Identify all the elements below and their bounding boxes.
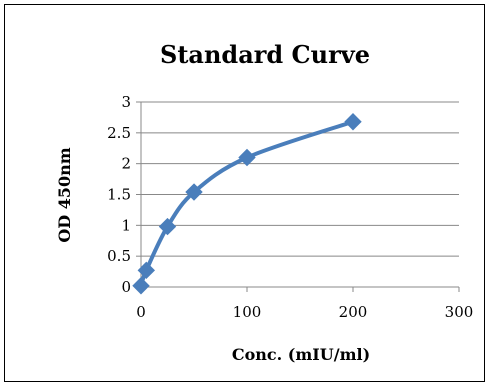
data-series — [132, 113, 362, 295]
chart-frame: Standard Curve 0 0.5 1 1.5 2 2.5 3 0 100 200 300 … — [4, 4, 485, 382]
y-axis-title: OD 450nm — [55, 147, 74, 242]
data-point-marker — [344, 113, 362, 131]
y-tick-label: 2 — [121, 155, 131, 173]
y-tick-label: 3 — [121, 93, 131, 111]
y-tick-label: 1.5 — [107, 186, 131, 204]
data-point-marker — [158, 217, 177, 236]
y-tick-label: 2.5 — [107, 124, 131, 142]
data-point-marker — [132, 277, 150, 295]
x-axis-title: Conc. (mIU/ml) — [232, 345, 370, 364]
chart-title: Standard Curve — [160, 40, 370, 69]
series-line — [139, 119, 355, 288]
x-tick-label: 0 — [136, 303, 146, 321]
x-tick-labels: 0 100 200 300 — [136, 303, 473, 321]
x-tick-label: 200 — [339, 303, 368, 321]
data-point-marker — [137, 261, 156, 280]
axes — [136, 101, 460, 292]
y-tick-label: 0 — [121, 278, 131, 296]
y-tick-labels: 0 0.5 1 1.5 2 2.5 3 — [107, 93, 131, 296]
x-tick-label: 100 — [233, 303, 262, 321]
data-point-marker — [238, 148, 256, 167]
grid-lines — [141, 101, 459, 257]
chart-svg: Standard Curve 00.511.522.53 0 100 200 300 … — [55, 40, 473, 364]
y-tick-label: 1 — [121, 216, 131, 234]
x-tick-label: 300 — [445, 303, 474, 321]
y-tick-label: 0.5 — [107, 247, 131, 265]
data-point-marker — [185, 183, 203, 201]
